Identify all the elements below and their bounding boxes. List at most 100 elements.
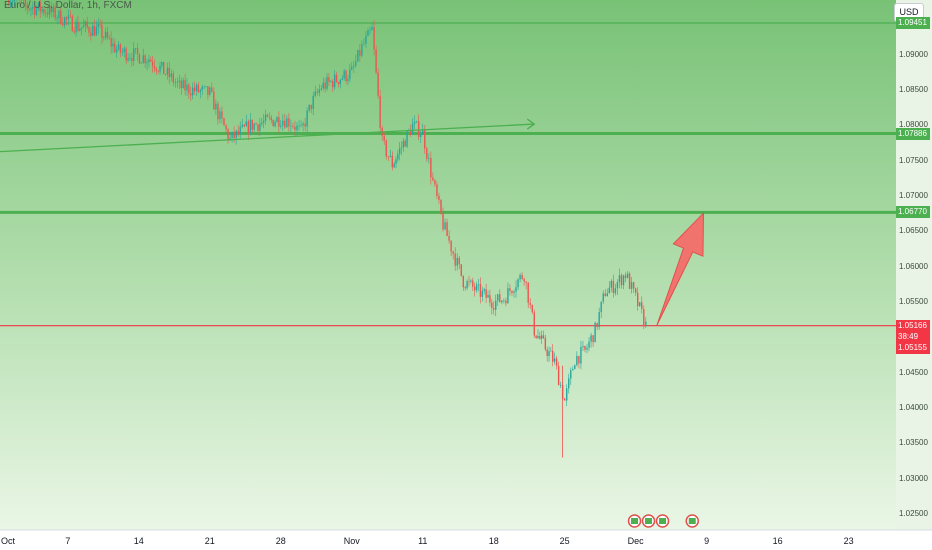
candle [367, 28, 369, 37]
candle [634, 287, 637, 296]
candle [95, 20, 98, 36]
candle [90, 27, 92, 41]
candle [50, 2, 53, 18]
candle [54, 2, 56, 21]
candle [495, 294, 497, 317]
candle [537, 329, 539, 339]
candle [413, 115, 416, 129]
candle [343, 68, 345, 81]
candle [489, 289, 491, 307]
candle [217, 101, 219, 125]
candle [133, 41, 135, 66]
candle [332, 78, 334, 92]
candle [345, 69, 347, 85]
candle [458, 255, 460, 270]
candle [92, 22, 94, 37]
candle [268, 112, 271, 121]
candle [389, 149, 391, 158]
candle [468, 275, 470, 287]
candle [596, 322, 598, 331]
candle [182, 77, 184, 89]
candle [616, 279, 619, 296]
candle [304, 117, 306, 132]
candle [306, 107, 308, 133]
candle [529, 298, 531, 309]
price-tick-label: 1.03500 [899, 438, 928, 448]
candle [406, 130, 408, 149]
candle [60, 7, 62, 26]
candle [201, 84, 203, 95]
event-icon[interactable] [685, 514, 699, 528]
candle [417, 114, 420, 141]
event-icon[interactable] [641, 514, 656, 528]
candle [37, 2, 40, 11]
candle [618, 268, 621, 289]
candle [153, 59, 156, 73]
candle [184, 73, 186, 96]
time-scale-background [0, 530, 932, 550]
candle [209, 86, 211, 97]
candle [580, 340, 582, 370]
candle [610, 279, 613, 292]
candle [211, 82, 213, 93]
candle [606, 288, 608, 297]
candle [333, 70, 336, 91]
candle [553, 352, 556, 365]
candle [86, 16, 88, 30]
candle [264, 109, 267, 125]
time-tick-label: 14 [133, 536, 144, 546]
candle [104, 27, 107, 40]
candle [454, 247, 456, 271]
candle [499, 289, 501, 303]
candle [503, 298, 505, 304]
candle [93, 19, 96, 37]
candle [125, 46, 127, 65]
candle [450, 240, 452, 256]
candle [77, 15, 79, 33]
candle [460, 264, 462, 277]
candle [65, 16, 68, 26]
candle [257, 123, 259, 136]
price-tick-label: 1.07000 [899, 191, 928, 201]
candle [533, 309, 535, 338]
candle [166, 62, 169, 80]
price-tick-label: 1.04500 [899, 367, 928, 377]
candle [243, 123, 245, 128]
candle [383, 131, 385, 145]
candle [566, 384, 568, 407]
candle [483, 288, 485, 295]
candle [161, 61, 163, 69]
candle [415, 120, 418, 124]
candle [294, 120, 296, 137]
candle [41, 7, 43, 15]
event-icon[interactable] [655, 514, 670, 528]
candle [150, 56, 152, 63]
candle [357, 49, 359, 63]
candle [262, 113, 265, 129]
candle [318, 84, 321, 97]
candle [172, 70, 174, 87]
price-scale-background [896, 0, 932, 530]
event-icon[interactable] [627, 514, 642, 528]
candle [43, 6, 45, 17]
time-tick-label: Nov [343, 536, 360, 546]
candle [548, 346, 550, 362]
candle [570, 367, 572, 385]
candle [539, 331, 541, 340]
trend-line[interactable] [0, 123, 535, 153]
candle [411, 118, 414, 135]
candle [576, 351, 578, 367]
candle [195, 82, 198, 96]
candle [436, 181, 438, 200]
candle [452, 250, 454, 260]
candle [393, 161, 395, 168]
candle [197, 82, 200, 94]
candle [485, 283, 487, 303]
candle [52, 3, 54, 18]
candle [517, 278, 519, 291]
candle [402, 137, 405, 152]
candle [641, 296, 643, 314]
candle [170, 68, 172, 82]
forecast-arrow[interactable] [656, 211, 705, 326]
